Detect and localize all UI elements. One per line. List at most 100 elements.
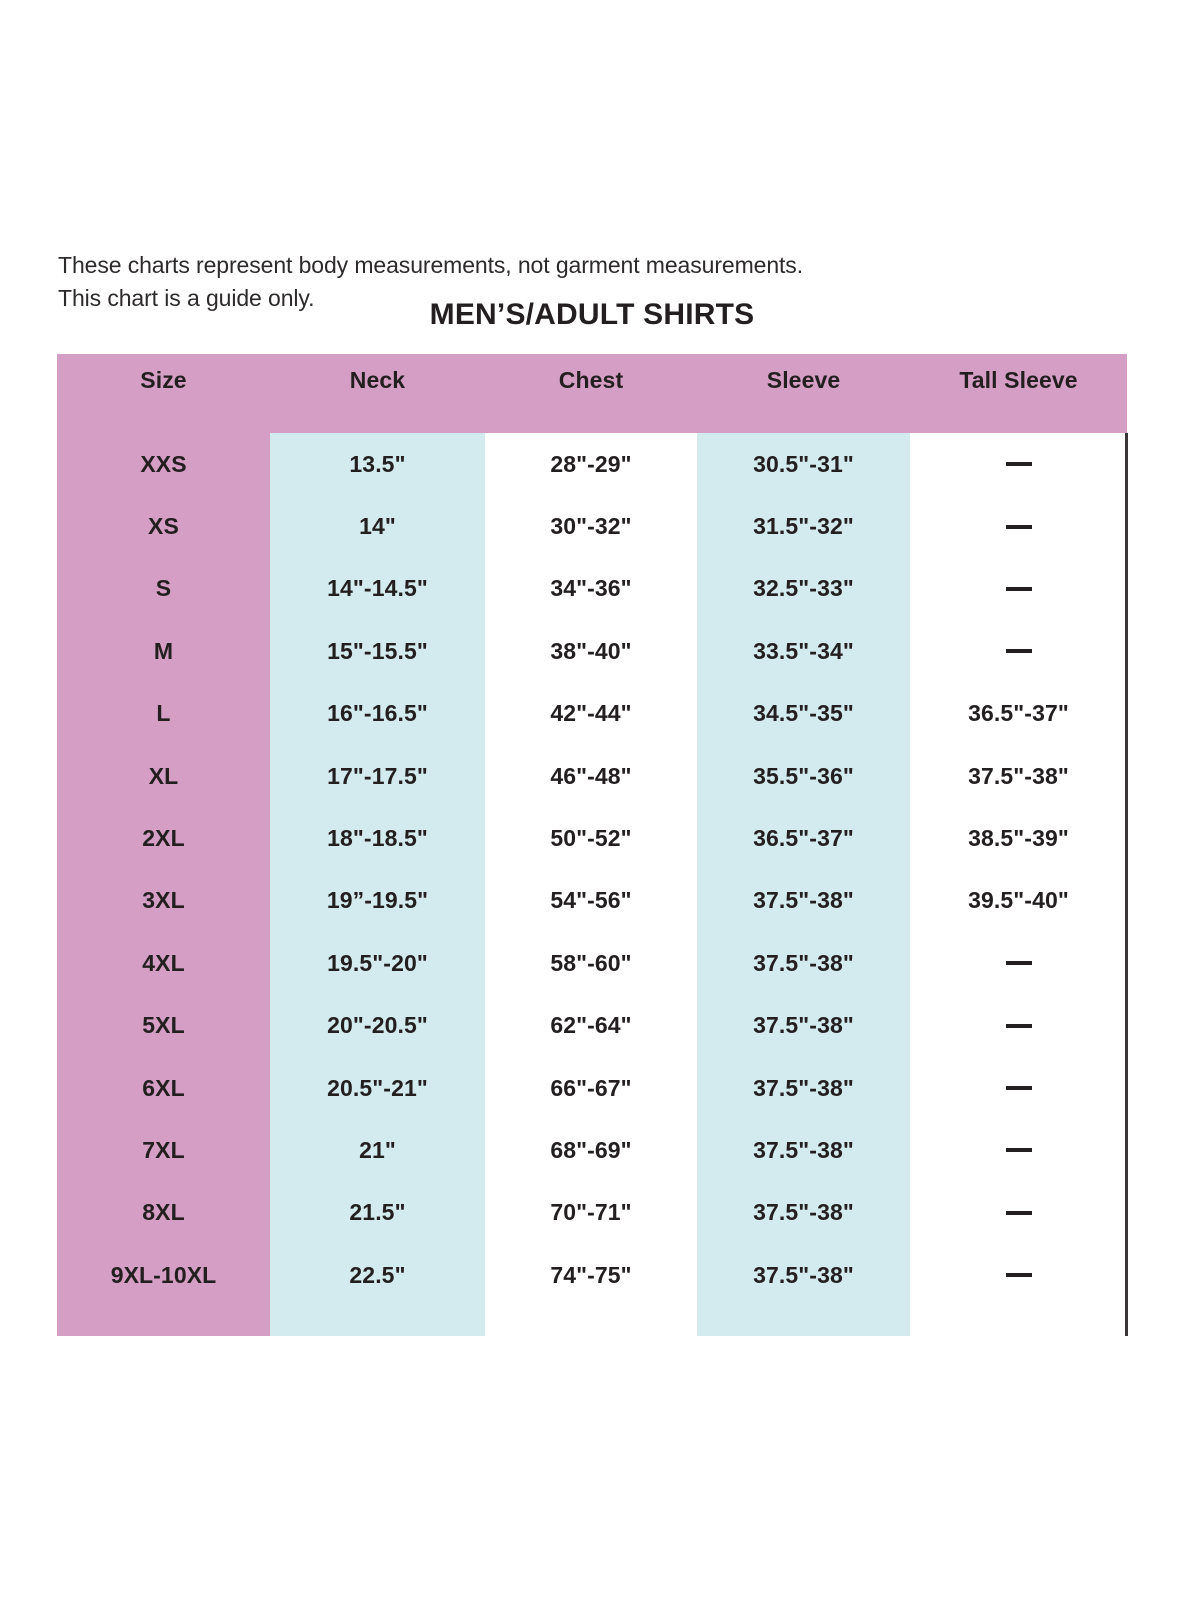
empty-value-dash xyxy=(1005,1023,1032,1028)
cell-neck: 15"-15.5" xyxy=(327,637,428,664)
empty-value-dash xyxy=(1005,1086,1032,1091)
cell-sleeve: 36.5"-37" xyxy=(753,825,854,852)
empty-value-dash xyxy=(1005,586,1032,591)
cell-size: L xyxy=(156,700,171,727)
empty-value-dash xyxy=(1005,649,1032,654)
cell-neck: 21.5" xyxy=(349,1199,406,1226)
cell-neck: 19.5"-20" xyxy=(327,949,428,976)
cell-sleeve: 35.5"-36" xyxy=(753,762,854,789)
cell-sleeve: 37.5"-38" xyxy=(753,1199,854,1226)
table-header-row: Size Neck Chest Sleeve Tall Sleeve xyxy=(57,354,1127,433)
cell-neck: 14"-14.5" xyxy=(327,575,428,602)
cell-neck: 18"-18.5" xyxy=(327,825,428,852)
cell-chest: 58"-60" xyxy=(550,949,632,976)
empty-value-dash xyxy=(1005,1148,1032,1153)
size-chart-table: Size Neck Chest Sleeve Tall Sleeve XXS 13… xyxy=(57,354,1128,1336)
cell-size: XXS xyxy=(140,450,187,477)
cell-chest: 42"-44" xyxy=(550,700,632,727)
cell-size: S xyxy=(155,575,172,602)
empty-value-dash xyxy=(1005,1210,1032,1215)
cell-neck: 13.5" xyxy=(349,450,406,477)
cell-tall-sleeve xyxy=(910,620,1127,682)
cell-chest: 70"-71" xyxy=(550,1199,632,1226)
table-row: XS 14" 30"-32" 31.5"-32" xyxy=(57,495,1127,557)
table-row: 7XL 21" 68"-69" 37.5"-38" xyxy=(57,1119,1127,1181)
cell-chest: 38"-40" xyxy=(550,637,632,664)
page-title: MEN’S/ADULT SHIRTS xyxy=(429,298,755,331)
size-column-band xyxy=(57,433,270,1336)
cell-chest: 74"-75" xyxy=(550,1261,632,1288)
cell-neck: 21" xyxy=(359,1136,396,1163)
cell-size: XS xyxy=(148,513,179,540)
column-header-sleeve: Sleeve xyxy=(766,367,841,393)
cell-chest: 62"-64" xyxy=(550,1012,632,1039)
cell-tall-sleeve: 39.5"-40" xyxy=(968,887,1069,914)
cell-chest: 68"-69" xyxy=(550,1136,632,1163)
cell-neck: 19”-19.5" xyxy=(326,887,429,914)
cell-size: 2XL xyxy=(142,825,185,852)
table-row: XXS 13.5" 28"-29" 30.5"-31" xyxy=(57,433,1127,495)
cell-neck: 17"-17.5" xyxy=(327,762,428,789)
table-row: 5XL 20"-20.5" 62"-64" 37.5"-38" xyxy=(57,995,1127,1057)
empty-value-dash xyxy=(1005,1273,1032,1278)
cell-sleeve: 37.5"-38" xyxy=(753,1012,854,1039)
cell-chest: 46"-48" xyxy=(550,762,632,789)
cell-chest: 50"-52" xyxy=(550,825,632,852)
cell-sleeve: 31.5"-32" xyxy=(753,513,854,540)
cell-sleeve: 37.5"-38" xyxy=(753,1261,854,1288)
cell-tall-sleeve xyxy=(910,1119,1127,1181)
cell-sleeve: 30.5"-31" xyxy=(753,450,854,477)
cell-sleeve: 37.5"-38" xyxy=(753,887,854,914)
intro-note: These charts represent body measurements… xyxy=(58,252,803,311)
table-row: L 16"-16.5" 42"-44" 34.5"-35" 36.5"-37" xyxy=(57,683,1127,745)
cell-size: 8XL xyxy=(142,1199,185,1226)
cell-sleeve: 37.5"-38" xyxy=(753,1074,854,1101)
cell-tall-sleeve: 37.5"-38" xyxy=(968,762,1069,789)
table-row: XL 17"-17.5" 46"-48" 35.5"-36" 37.5"-38" xyxy=(57,745,1127,807)
cell-chest: 28"-29" xyxy=(550,450,632,477)
cell-tall-sleeve xyxy=(910,995,1127,1057)
table-right-rule xyxy=(1125,433,1128,1336)
cell-chest: 54"-56" xyxy=(550,887,632,914)
cell-neck: 16"-16.5" xyxy=(327,700,428,727)
cell-sleeve: 37.5"-38" xyxy=(753,1136,854,1163)
cell-tall-sleeve xyxy=(910,932,1127,994)
cell-chest: 34"-36" xyxy=(550,575,632,602)
cell-size: M xyxy=(153,637,174,664)
cell-tall-sleeve xyxy=(910,1244,1127,1306)
cell-neck: 22.5" xyxy=(349,1261,406,1288)
cell-chest: 66"-67" xyxy=(550,1074,632,1101)
table-row: 4XL 19.5"-20" 58"-60" 37.5"-38" xyxy=(57,932,1127,994)
empty-value-dash xyxy=(1005,462,1032,467)
column-header-size: Size xyxy=(140,367,187,393)
column-header-tall-sleeve: Tall Sleeve xyxy=(959,367,1078,393)
cell-sleeve: 32.5"-33" xyxy=(753,575,854,602)
sleeve-column-band xyxy=(697,433,910,1336)
cell-size: 6XL xyxy=(142,1074,185,1101)
cell-size: 7XL xyxy=(142,1136,185,1163)
neck-column-band xyxy=(270,433,485,1336)
column-header-neck: Neck xyxy=(349,367,406,393)
table-row: 2XL 18"-18.5" 50"-52" 36.5"-37" 38.5"-39" xyxy=(57,807,1127,869)
cell-size: 4XL xyxy=(142,949,185,976)
cell-neck: 20"-20.5" xyxy=(327,1012,428,1039)
cell-size: 3XL xyxy=(142,887,185,914)
table-row: 9XL-10XL 22.5" 74"-75" 37.5"-38" xyxy=(57,1244,1127,1306)
cell-tall-sleeve xyxy=(910,433,1127,495)
cell-tall-sleeve: 36.5"-37" xyxy=(968,700,1069,727)
cell-size: XL xyxy=(148,762,179,789)
header-band xyxy=(57,354,1127,433)
cell-sleeve: 34.5"-35" xyxy=(753,700,854,727)
cell-tall-sleeve xyxy=(910,495,1127,557)
cell-tall-sleeve xyxy=(910,1057,1127,1119)
empty-value-dash xyxy=(1005,961,1032,966)
cell-tall-sleeve xyxy=(910,558,1127,620)
table-row: S 14"-14.5" 34"-36" 32.5"-33" xyxy=(57,558,1127,620)
table-row: 8XL 21.5" 70"-71" 37.5"-38" xyxy=(57,1182,1127,1244)
cell-chest: 30"-32" xyxy=(550,513,632,540)
table-row: M 15"-15.5" 38"-40" 33.5"-34" xyxy=(57,620,1127,682)
cell-tall-sleeve: 38.5"-39" xyxy=(968,825,1069,852)
empty-value-dash xyxy=(1005,524,1032,529)
cell-neck: 14" xyxy=(359,513,396,540)
table-row: 3XL 19”-19.5" 54"-56" 37.5"-38" 39.5"-40" xyxy=(57,870,1127,932)
